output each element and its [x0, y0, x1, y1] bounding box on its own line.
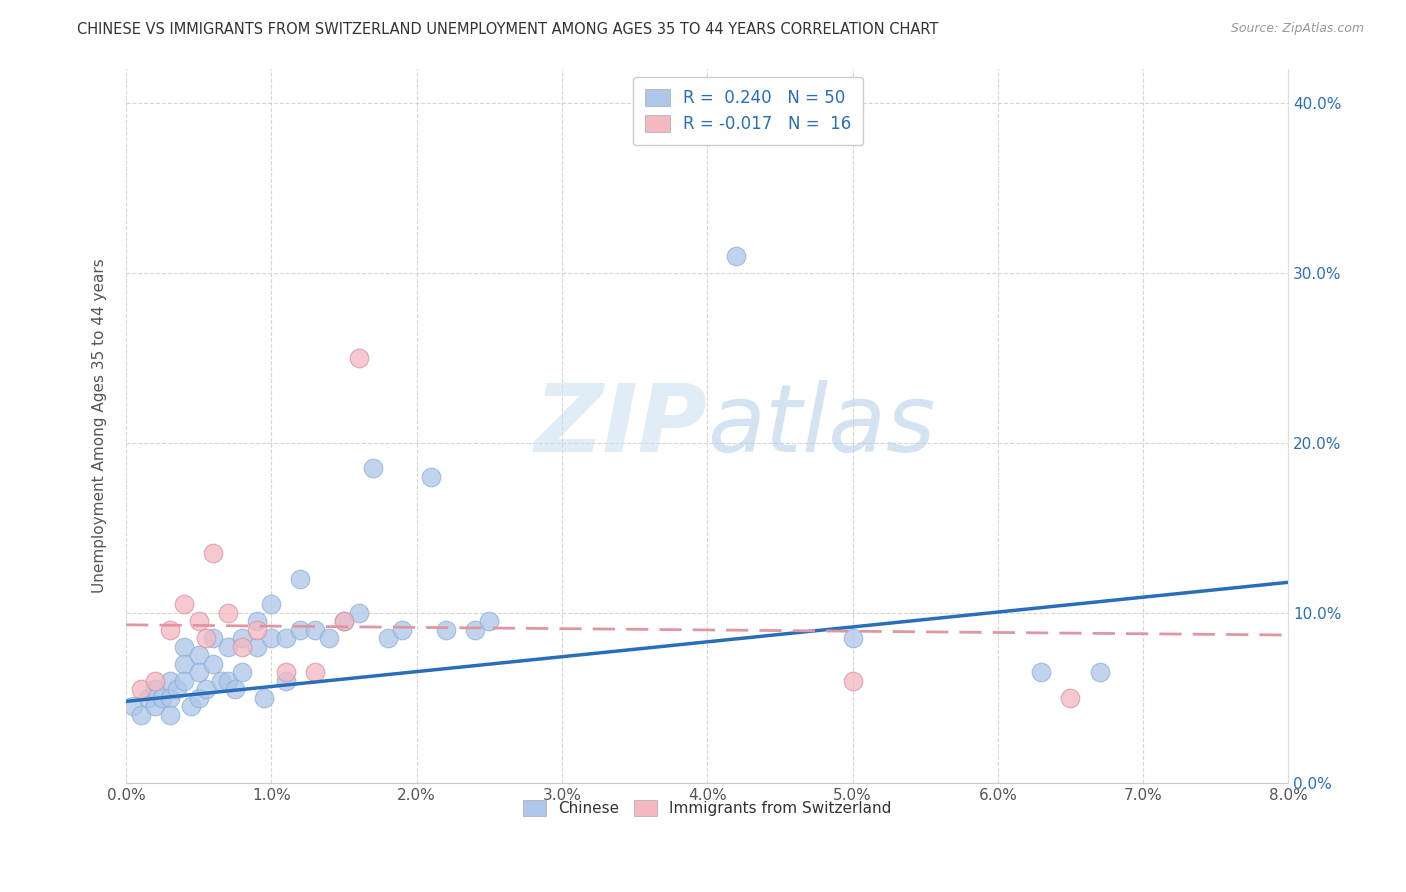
Point: [274, 632, 297, 646]
Point: [1031, 665, 1053, 680]
Point: [152, 690, 174, 705]
Point: [260, 632, 283, 646]
Point: [159, 690, 181, 705]
Point: [231, 640, 253, 654]
Point: [347, 606, 370, 620]
Point: [253, 690, 276, 705]
Legend: Chinese, Immigrants from Switzerland: Chinese, Immigrants from Switzerland: [513, 791, 901, 825]
Point: [143, 699, 166, 714]
Point: [173, 598, 195, 612]
Point: [246, 623, 269, 637]
Text: atlas: atlas: [707, 380, 935, 471]
Point: [122, 699, 145, 714]
Point: [290, 572, 312, 586]
Point: [231, 632, 253, 646]
Point: [136, 690, 159, 705]
Point: [231, 665, 253, 680]
Point: [166, 682, 188, 697]
Point: [333, 615, 356, 629]
Point: [377, 632, 399, 646]
Point: [224, 682, 246, 697]
Point: [478, 615, 501, 629]
Text: ZIP: ZIP: [534, 380, 707, 472]
Point: [187, 648, 209, 663]
Point: [260, 598, 283, 612]
Point: [129, 682, 152, 697]
Point: [187, 615, 209, 629]
Point: [1059, 690, 1081, 705]
Point: [187, 665, 209, 680]
Point: [187, 690, 209, 705]
Point: [159, 673, 181, 688]
Point: [195, 632, 218, 646]
Point: [159, 708, 181, 723]
Point: [841, 673, 863, 688]
Point: [246, 615, 269, 629]
Point: [304, 665, 326, 680]
Point: [347, 351, 370, 365]
Point: [202, 546, 225, 560]
Point: [391, 623, 413, 637]
Point: [361, 461, 384, 475]
Point: [217, 606, 239, 620]
Point: [143, 673, 166, 688]
Point: [143, 682, 166, 697]
Point: [290, 623, 312, 637]
Text: Source: ZipAtlas.com: Source: ZipAtlas.com: [1230, 22, 1364, 36]
Point: [841, 632, 863, 646]
Point: [464, 623, 486, 637]
Point: [173, 673, 195, 688]
Point: [304, 623, 326, 637]
Point: [1088, 665, 1111, 680]
Point: [217, 640, 239, 654]
Point: [434, 623, 457, 637]
Point: [217, 673, 239, 688]
Point: [202, 632, 225, 646]
Point: [209, 673, 232, 688]
Point: [274, 673, 297, 688]
Point: [173, 640, 195, 654]
Point: [173, 657, 195, 671]
Text: CHINESE VS IMMIGRANTS FROM SWITZERLAND UNEMPLOYMENT AMONG AGES 35 TO 44 YEARS CO: CHINESE VS IMMIGRANTS FROM SWITZERLAND U…: [77, 22, 939, 37]
Point: [202, 657, 225, 671]
Point: [420, 470, 443, 484]
Point: [129, 708, 152, 723]
Point: [318, 632, 340, 646]
Point: [180, 699, 202, 714]
Point: [274, 665, 297, 680]
Point: [159, 623, 181, 637]
Point: [725, 249, 748, 263]
Point: [246, 640, 269, 654]
Y-axis label: Unemployment Among Ages 35 to 44 years: Unemployment Among Ages 35 to 44 years: [93, 259, 107, 593]
Point: [195, 682, 218, 697]
Point: [333, 615, 356, 629]
